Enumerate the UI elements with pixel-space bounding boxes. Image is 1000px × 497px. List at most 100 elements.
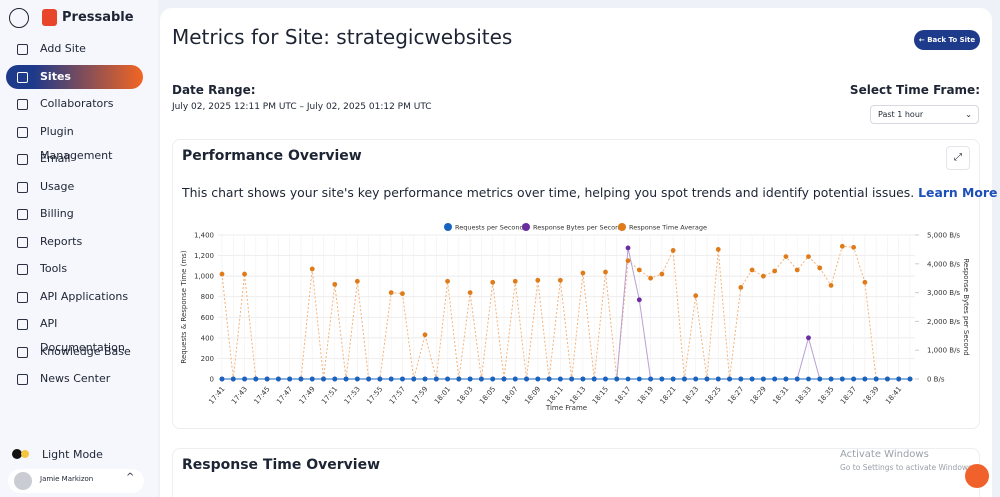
menu-icon <box>17 291 28 303</box>
point <box>546 376 552 382</box>
point <box>907 376 913 382</box>
point <box>264 376 270 382</box>
x-tick-label: 17:45 <box>253 385 272 406</box>
menu-icon <box>17 236 28 248</box>
y2-tick-label: 0 B/s <box>927 376 945 384</box>
point <box>828 283 834 288</box>
menu-icon <box>17 126 28 138</box>
menu-item[interactable]: Tools <box>6 257 143 281</box>
user-menu[interactable]: Jamie Markizon ^ <box>8 469 144 493</box>
time-frame-value: Past 1 hour <box>878 110 924 119</box>
menu-item[interactable]: Add Site <box>6 37 143 61</box>
y-tick-label: 1,000 <box>194 273 214 281</box>
point <box>693 376 699 382</box>
expand-button[interactable]: ⤢ <box>946 146 970 170</box>
learn-more[interactable]: Learn More <box>918 185 998 200</box>
point <box>727 376 732 382</box>
y2-axis-label: Response Bytes per Second <box>962 258 970 355</box>
y2-tick-label: 4,000 B/s <box>927 260 960 268</box>
legend-label: Requests per Second <box>455 224 524 232</box>
brand: Pressable <box>62 10 134 25</box>
x-tick-label: 18:19 <box>636 385 655 406</box>
point <box>343 376 349 382</box>
point <box>839 243 845 249</box>
menu-icon <box>17 154 28 165</box>
series-line <box>222 247 910 380</box>
x-tick-label: 18:01 <box>433 385 452 406</box>
point <box>479 376 484 382</box>
next-panel-title: Response Time Overview <box>182 457 381 473</box>
point <box>760 376 766 382</box>
menu-icon <box>17 319 28 330</box>
y-tick-label: 0 <box>210 376 214 384</box>
point <box>591 376 597 382</box>
point <box>896 376 902 382</box>
point <box>501 376 507 382</box>
menu-icon <box>17 71 28 83</box>
point <box>219 271 225 277</box>
chat-button[interactable] <box>965 464 989 488</box>
sidebar: Pressable Add Site Sites Collaborators Plug… <box>0 0 158 497</box>
x-tick-label: 18:13 <box>568 385 587 406</box>
x-tick-label: 17:49 <box>298 385 317 406</box>
x-axis-label: Time Frame <box>545 404 587 412</box>
menu-item[interactable]: API Documentation <box>6 312 143 354</box>
point <box>862 279 868 285</box>
avatar <box>14 472 32 490</box>
legend-swatch <box>444 223 452 231</box>
arrow: ← <box>918 36 928 44</box>
point <box>400 291 405 297</box>
menu-item[interactable]: Collaborators <box>6 92 143 116</box>
point <box>400 376 405 382</box>
point <box>625 376 631 382</box>
y2-tick-label: 3,000 B/s <box>927 289 960 297</box>
menu-icon <box>17 346 28 358</box>
x-tick-label: 17:43 <box>230 385 249 406</box>
menu-item[interactable]: Billing <box>6 202 143 226</box>
menu-item[interactable]: Sites <box>6 64 143 89</box>
point <box>275 376 281 382</box>
point <box>433 376 439 382</box>
point <box>873 376 879 382</box>
mode-toggle[interactable] <box>12 449 22 459</box>
brand-logo <box>42 9 57 26</box>
menu-icon <box>17 209 28 220</box>
x-tick-label: 18:05 <box>478 385 497 406</box>
point <box>253 376 259 382</box>
menu-item[interactable]: Email <box>6 147 143 171</box>
menu-label: Email <box>40 152 71 165</box>
x-tick-label: 18:35 <box>816 385 835 406</box>
x-tick-label: 18:33 <box>794 385 813 406</box>
point <box>783 376 789 382</box>
chevron: ^ <box>126 472 135 483</box>
menu-item[interactable]: Plugin Management <box>6 120 143 162</box>
point <box>490 279 496 285</box>
point <box>456 376 462 382</box>
point <box>760 273 766 279</box>
menu-item[interactable]: Usage <box>6 175 143 199</box>
x-tick-label: 18:31 <box>771 385 790 406</box>
point <box>839 376 845 382</box>
menu-toggle[interactable] <box>9 8 29 28</box>
watermark-title: Activate Windows <box>840 449 929 460</box>
menu-item[interactable]: API Applications <box>6 285 143 309</box>
y-tick-label: 400 <box>201 334 214 342</box>
point <box>512 278 518 284</box>
menu-item[interactable]: Knowledge Base <box>6 340 143 364</box>
page-title: Metrics for Site: strategicwebsites <box>172 25 513 49</box>
point <box>817 265 823 271</box>
time-frame-select[interactable]: Past 1 hour ⌄ <box>870 105 979 124</box>
x-tick-label: 18:23 <box>681 385 700 406</box>
point <box>422 332 428 338</box>
menu-item[interactable]: Reports <box>6 230 143 254</box>
back-label: Back To Site <box>927 36 976 44</box>
point <box>309 376 315 382</box>
point <box>749 267 755 273</box>
menu-item[interactable]: News Center <box>6 367 143 391</box>
point <box>332 376 338 382</box>
y2-tick-label: 2,000 B/s <box>927 318 960 326</box>
back-button[interactable]: ← Back To Site <box>914 30 980 50</box>
y-tick-label: 800 <box>201 293 214 301</box>
date-range-label: Date Range: <box>172 83 256 97</box>
